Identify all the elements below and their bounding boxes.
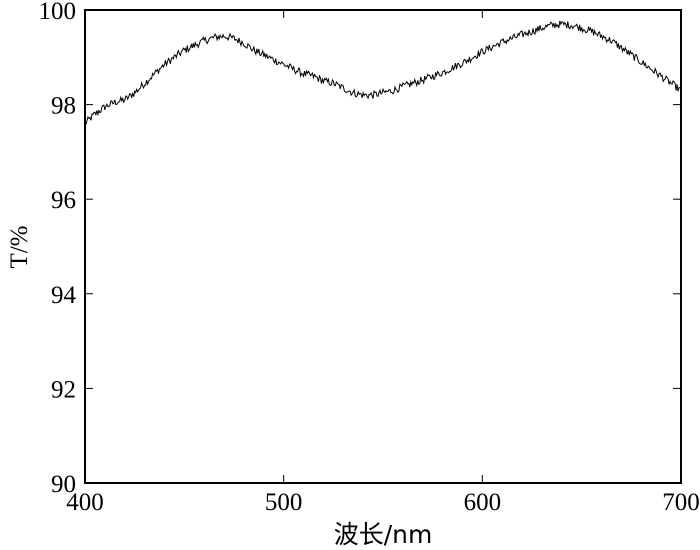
plot-frame	[84, 9, 682, 484]
y-tick-label: 100	[39, 0, 77, 25]
x-tick-label: 400	[66, 489, 104, 516]
x-tick-label: 600	[464, 489, 502, 516]
y-tick-label: 94	[51, 282, 77, 309]
y-tick-label: 98	[51, 93, 76, 120]
y-axis-label: T/%	[6, 225, 33, 268]
y-tick-label: 92	[51, 376, 76, 403]
transmittance-line	[84, 20, 682, 126]
x-tick-label: 500	[265, 489, 303, 516]
y-axis-ticks: 90 92 94 96 98 100	[39, 0, 681, 498]
x-tick-label: 700	[662, 489, 700, 516]
y-tick-label: 96	[51, 187, 76, 214]
x-axis-label: 波长/nm	[334, 520, 433, 549]
x-axis-ticks: 400 500 600 700	[66, 10, 700, 516]
y-tick-label: 90	[51, 471, 76, 498]
